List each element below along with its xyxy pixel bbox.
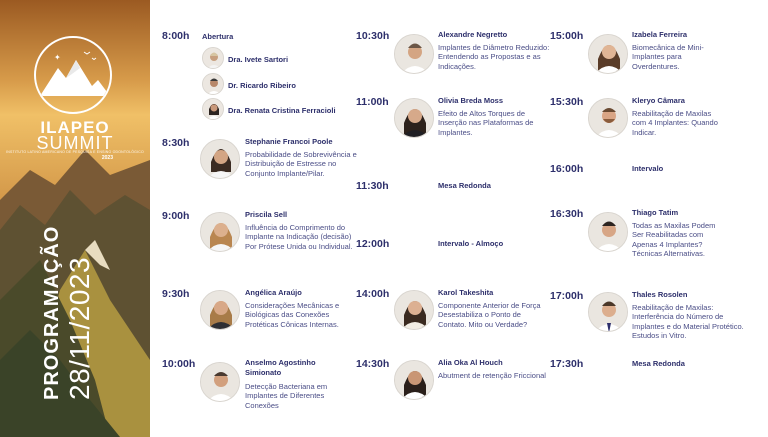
slot-time: 12:00h (356, 238, 390, 250)
slot-time: 9:00h (162, 210, 190, 222)
speaker-name: Alia Oka Al Houch (438, 358, 503, 367)
slot-time: 17:00h (550, 290, 584, 302)
speaker-name: Alexandre Negretto (438, 30, 508, 39)
logo-emblem: ✦ (34, 36, 112, 114)
speaker-photo (394, 290, 434, 330)
speaker-photo (202, 98, 224, 120)
slot-time: 8:30h (162, 137, 190, 149)
brand-year: 2023 (101, 155, 113, 161)
talk-title: Reabilitação de Maxilas com 4 Implantes:… (632, 109, 718, 137)
slot-time: 8:00h (162, 30, 190, 42)
event-banner: ✦ ILAPEO SUMMIT INSTITUTO LATINO AMERICA… (0, 0, 150, 437)
speaker-name: Stephanie Francoi Poole (245, 137, 333, 146)
slot-label: Mesa Redonda (438, 181, 491, 190)
speaker-name: Thales Rosolen (632, 290, 688, 299)
talk-title: Abutment de retenção Friccional (438, 371, 546, 380)
speaker-photo (588, 34, 628, 74)
speaker-name: Dr. Ricardo Ribeiro (228, 81, 296, 90)
talk-title: Todas as Maxilas Podem Ser Reabilitadas … (632, 221, 716, 259)
talk-title: Considerações Mecânicas e Biológicas das… (245, 301, 340, 329)
speaker-name: Kleryo Câmara (632, 96, 685, 105)
speaker-photo (588, 292, 628, 332)
speaker-name: Dra. Ivete Sartori (228, 55, 289, 64)
speaker-name: Olivia Breda Moss (438, 96, 504, 105)
vertical-heading: PROGRAMAÇÃO 28/11/2023 (41, 225, 95, 400)
slot-time: 11:30h (356, 180, 389, 192)
slot-time: 10:30h (356, 30, 390, 42)
speaker-photo (200, 212, 240, 252)
svg-text:✦: ✦ (54, 53, 61, 62)
speaker-name: Dra. Renata Cristina Ferracioli (228, 106, 336, 115)
schedule-column-1: 8:00h Abertura Dra. Ivete Sartori Dr. Ri… (160, 0, 357, 437)
slot-time: 9:30h (162, 288, 190, 300)
speaker-photo (200, 290, 240, 330)
slot-time: 15:30h (550, 96, 584, 108)
slot-time: 16:30h (550, 208, 584, 220)
slot-time: 17:30h (550, 358, 584, 370)
mountain-landscape (0, 0, 150, 437)
talk-title: Efeito de Altos Torques de Inserção nas … (438, 109, 534, 137)
slot-label: Abertura (202, 32, 234, 41)
speaker-name: Angélica Araújo (245, 288, 302, 297)
slot-time: 11:00h (356, 96, 389, 108)
speaker-photo (394, 98, 434, 138)
speaker-photo (394, 360, 434, 400)
speaker-photo (202, 73, 224, 95)
brand-name: ILAPEO (40, 118, 110, 137)
talk-title: Componente Anterior de Força Desestabili… (438, 301, 541, 329)
speaker-name: Thiago Tatim (632, 208, 679, 217)
brand-subtitle: SUMMIT (36, 133, 114, 153)
event-date: 28/11/2023 (64, 256, 95, 400)
slot-label: Intervalo - Almoço (438, 239, 504, 248)
speaker-photo (202, 47, 224, 69)
speaker-photo (200, 362, 240, 402)
talk-title: Reabilitação de Maxilas: Interferência d… (632, 303, 744, 341)
speaker-photo (200, 139, 240, 179)
talk-title: Detecção Bacteriana em Implantes de Dife… (245, 382, 328, 410)
programacao-title: PROGRAMAÇÃO (41, 225, 63, 400)
slot-time: 15:00h (550, 30, 584, 42)
slot-label: Mesa Redonda (632, 359, 685, 368)
speaker-name: Priscila Sell (245, 210, 288, 219)
slot-label: Intervalo (632, 164, 664, 173)
slot-time: 14:00h (356, 288, 390, 300)
slot-time: 16:00h (550, 163, 584, 175)
talk-title: Influência do Comprimento do Implante na… (245, 223, 353, 251)
talk-title: Implantes de Diâmetro Reduzido: Entenden… (438, 43, 550, 71)
speaker-photo (394, 34, 434, 74)
speaker-name: Anselmo Agostinho Simionato (245, 358, 316, 377)
talk-title: Biomecânica de Mini-Implantes para Overd… (632, 43, 704, 71)
slot-time: 14:30h (356, 358, 390, 370)
schedule-column-3: 15:00h Izabela Ferreira Biomecânica de M… (548, 0, 763, 437)
talk-title: Probabilidade de Sobrevivência e Distrib… (245, 150, 357, 178)
speaker-photo (588, 212, 628, 252)
speaker-name: Izabela Ferreira (632, 30, 688, 39)
speaker-name: Karol Takeshita (438, 288, 494, 297)
speaker-photo (588, 98, 628, 138)
brand-tagline: INSTITUTO LATINO AMERICANO DE PESQUISA E… (6, 150, 144, 154)
slot-time: 10:00h (162, 358, 196, 370)
schedule-column-2: 10:30h Alexandre Negretto Implantes de D… (354, 0, 549, 437)
